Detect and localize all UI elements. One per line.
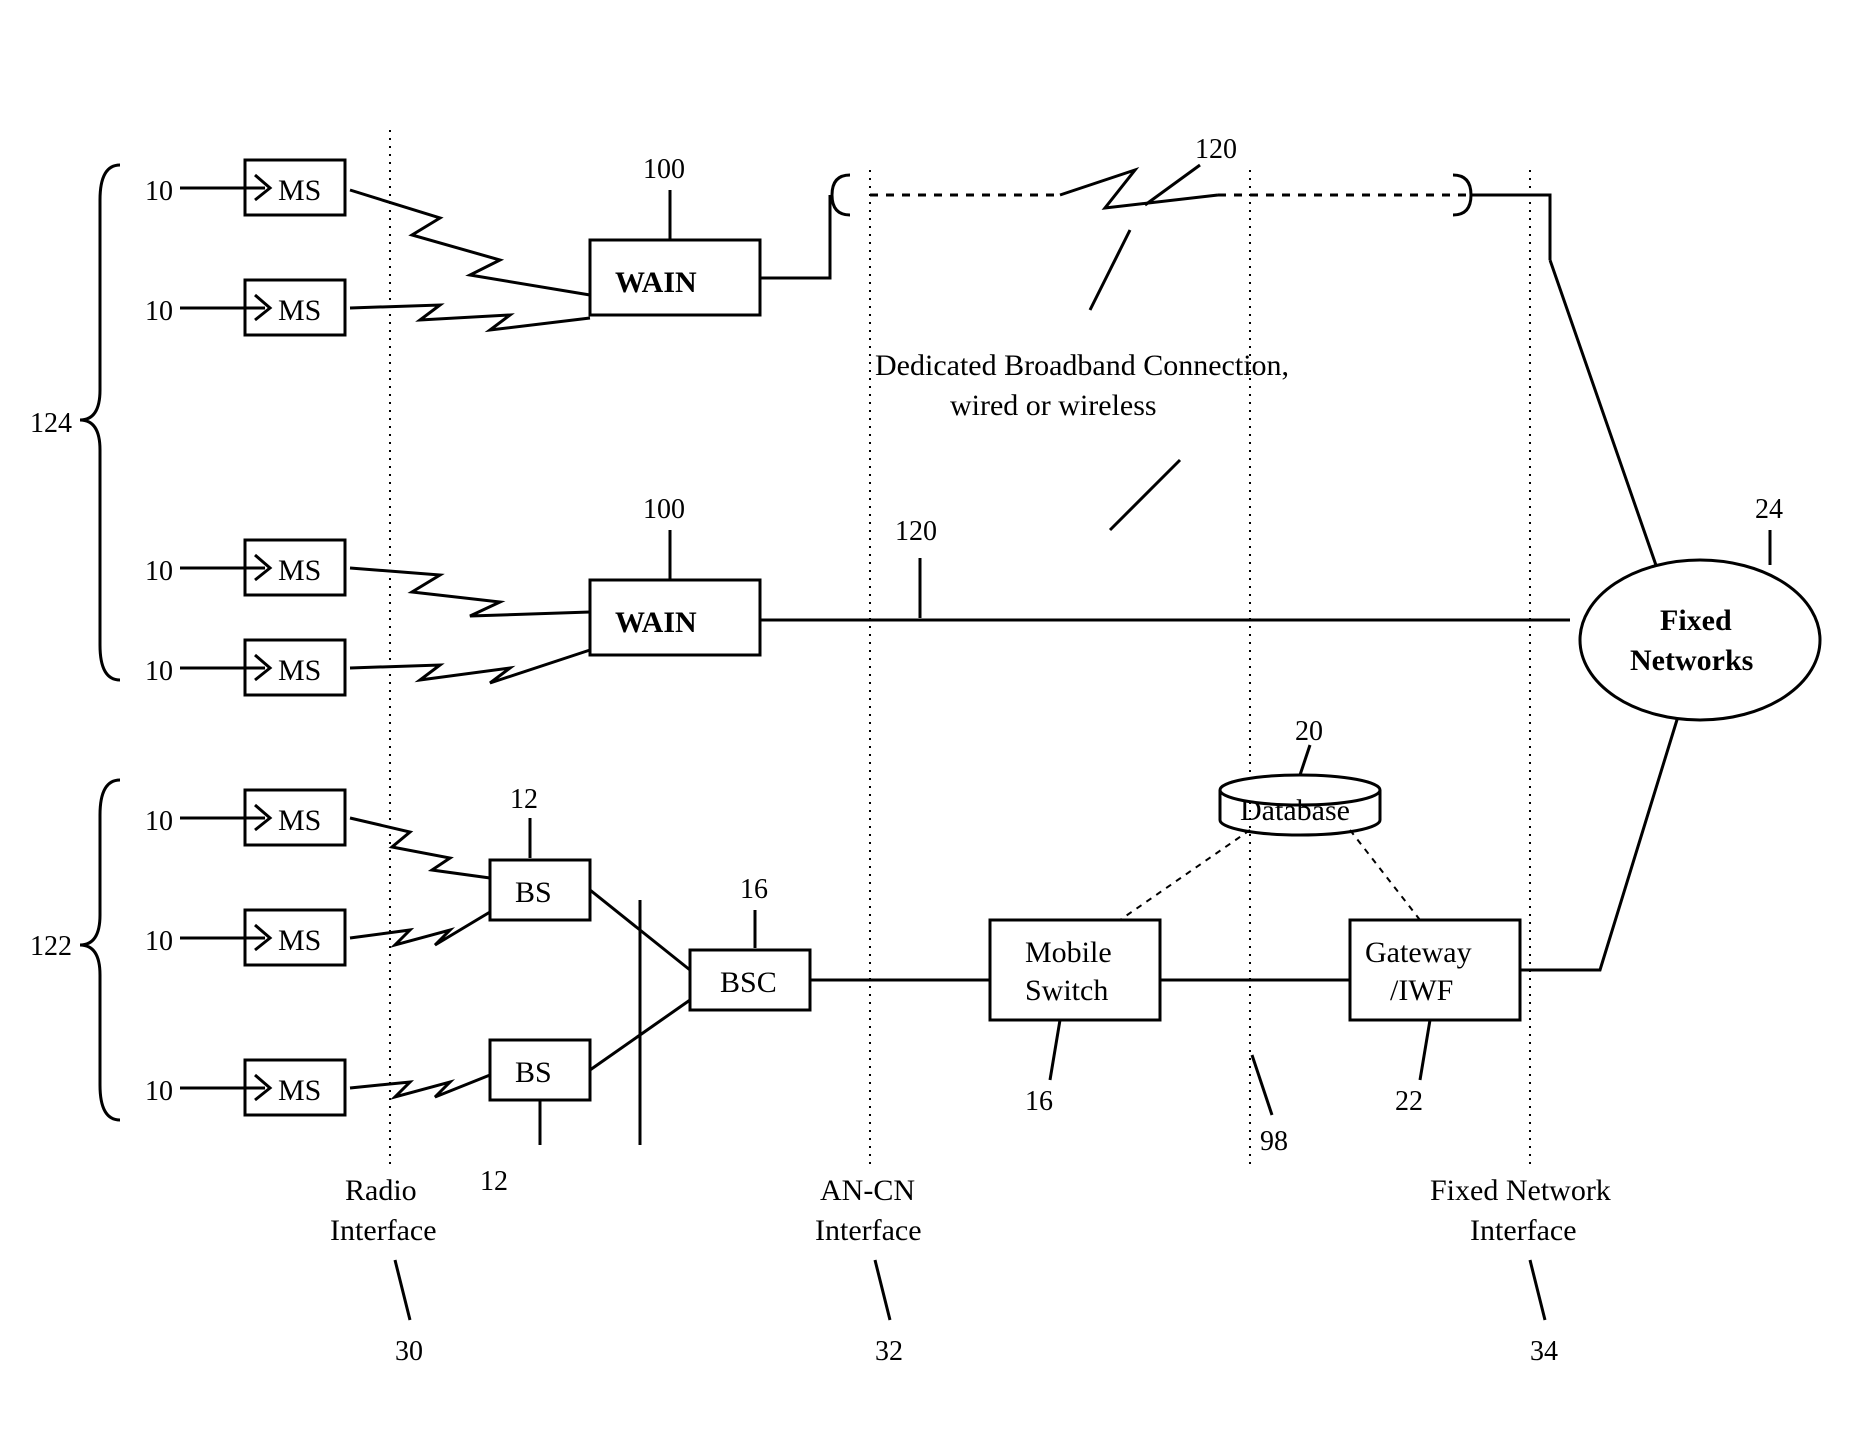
ref-122: 122 (30, 931, 72, 962)
bs-1: BS 12 (490, 784, 590, 920)
broadband-top: 120 (760, 134, 1550, 278)
radio-link-ms3-wain2 (350, 568, 590, 616)
wain-2-ref: 100 (643, 494, 685, 525)
ms-5: MS 10 (145, 790, 345, 845)
gateway-label-2: /IWF (1390, 974, 1453, 1007)
ms-3-label: MS (278, 554, 321, 587)
fixed-interface-label: Fixed Network Interface 34 (1430, 1174, 1611, 1367)
wain-1: WAIN 100 (590, 154, 760, 315)
ms-6: MS 10 (145, 910, 345, 965)
ms-4-ref: 10 (145, 656, 173, 687)
fixed-networks-label-2: Networks (1630, 644, 1753, 677)
wain-2: WAIN 100 (590, 494, 760, 655)
wain-2-label: WAIN (615, 606, 697, 639)
radio-link-ms5-bs1 (350, 818, 490, 878)
ref-120-bottom: 120 (895, 516, 937, 547)
bs-2: BS 12 (480, 1040, 590, 1197)
gateway-label-1: Gateway (1365, 936, 1472, 969)
ms-6-ref: 10 (145, 926, 173, 957)
radio-interface-label: Radio Interface 30 (330, 1174, 437, 1367)
mobile-switch-label-2: Switch (1025, 974, 1108, 1007)
ms-4-label: MS (278, 654, 321, 687)
mobile-switch: Mobile Switch 16 (990, 920, 1160, 1117)
ms-7-label: MS (278, 1074, 321, 1107)
link-gw-fixed (1520, 710, 1680, 970)
radio-link-ms1-wain1 (350, 190, 590, 295)
bsc-ref: 16 (740, 874, 768, 905)
fixed-networks: Fixed Networks 24 (1580, 494, 1820, 720)
ms-3: MS 10 (145, 540, 345, 595)
wain-1-label: WAIN (615, 266, 697, 299)
radio-link-ms4-wain2 (350, 650, 590, 683)
gateway: Gateway /IWF 22 (1350, 920, 1520, 1117)
link-db-gateway (1350, 830, 1420, 920)
fixed-networks-ref: 24 (1755, 494, 1783, 525)
ancn-interface-label: AN-CN Interface 32 (815, 1174, 922, 1367)
database-label: Database (1240, 794, 1350, 827)
fixed-interface-text-1: Fixed Network (1430, 1174, 1611, 1207)
ancn-interface-ref: 32 (875, 1336, 903, 1367)
fixed-networks-label-1: Fixed (1660, 604, 1732, 637)
ref-98-leader (1252, 1055, 1272, 1115)
broadband-leader-bottom (1110, 460, 1180, 530)
ref-124: 124 (30, 408, 72, 439)
ms-1: MS 10 (145, 160, 345, 215)
brace-124: 124 (30, 165, 120, 680)
bs-1-label: BS (515, 876, 552, 909)
broadband-label-2: wired or wireless (950, 389, 1157, 422)
ms-7: MS 10 (145, 1060, 345, 1115)
link-db-mswitch (1120, 830, 1250, 920)
database-ref: 20 (1295, 716, 1323, 747)
ms-7-ref: 10 (145, 1076, 173, 1107)
radio-interface-text-1: Radio (345, 1174, 417, 1207)
brace-122: 122 (30, 780, 120, 1120)
ms-2: MS 10 (145, 280, 345, 335)
fixed-interface-text-2: Interface (1470, 1214, 1577, 1247)
bs-2-label: BS (515, 1056, 552, 1089)
fixed-interface-ref: 34 (1530, 1336, 1558, 1367)
bsc-label: BSC (720, 966, 777, 999)
ms-6-label: MS (278, 924, 321, 957)
ms-1-ref: 10 (145, 176, 173, 207)
wain-1-ref: 100 (643, 154, 685, 185)
mobile-switch-ref: 16 (1025, 1086, 1053, 1117)
bsc: BSC 16 (690, 874, 810, 1010)
radio-link-ms6-bs1 (350, 912, 490, 945)
ms-3-ref: 10 (145, 556, 173, 587)
ancn-interface-text-1: AN-CN (820, 1174, 915, 1207)
ancn-interface-text-2: Interface (815, 1214, 922, 1247)
ms-5-ref: 10 (145, 806, 173, 837)
radio-interface-ref: 30 (395, 1336, 423, 1367)
ref-98: 98 (1260, 1126, 1288, 1157)
broadband-label-1: Dedicated Broadband Connection, (875, 349, 1289, 382)
ms-4: MS 10 (145, 640, 345, 695)
radio-link-ms7-bs2 (350, 1075, 490, 1097)
ms-5-label: MS (278, 804, 321, 837)
ms-2-label: MS (278, 294, 321, 327)
bs-2-ref: 12 (480, 1166, 508, 1197)
broadband-leader-top (1090, 230, 1130, 310)
gateway-ref: 22 (1395, 1086, 1423, 1117)
mobile-switch-label-1: Mobile (1025, 936, 1112, 969)
ms-2-ref: 10 (145, 296, 173, 327)
bs-1-ref: 12 (510, 784, 538, 815)
ms-1-label: MS (278, 174, 321, 207)
radio-interface-text-2: Interface (330, 1214, 437, 1247)
ref-120-top: 120 (1195, 134, 1237, 165)
database: Database 20 (1220, 716, 1380, 835)
radio-link-ms2-wain1 (350, 305, 590, 330)
